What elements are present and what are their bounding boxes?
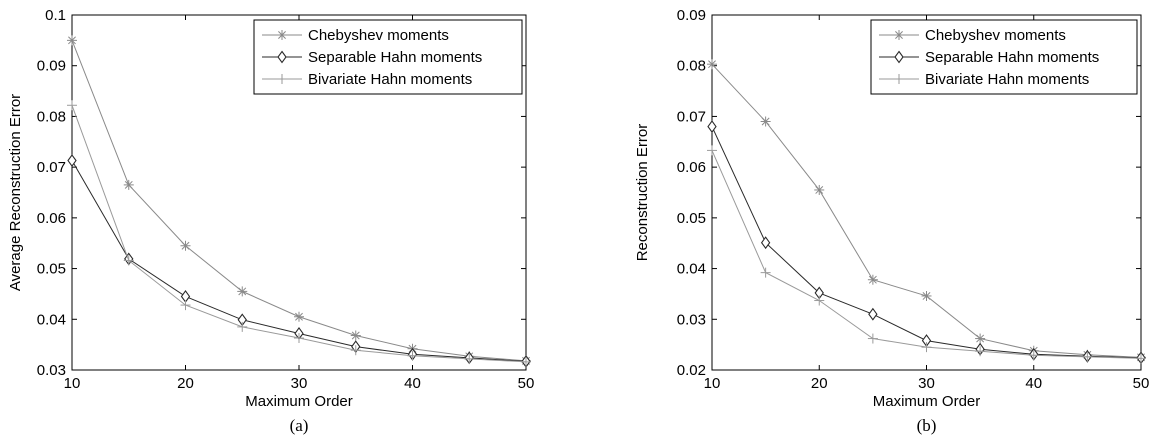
data-point — [1028, 350, 1039, 361]
x-axis-label: Maximum Order — [873, 393, 981, 410]
data-point — [294, 333, 304, 344]
data-point — [180, 300, 191, 311]
y-tick-label: 0.07 — [677, 108, 706, 125]
series-line — [711, 150, 1142, 359]
data-point — [67, 154, 77, 167]
series-line — [711, 126, 1142, 359]
data-point — [67, 100, 77, 111]
data-point — [975, 333, 986, 344]
y-tick-label: 0.08 — [37, 108, 66, 125]
x-tick-label: 50 — [518, 375, 535, 392]
x-tick-label: 10 — [64, 375, 81, 392]
series-asterisk — [67, 35, 531, 366]
legend-marker — [277, 74, 287, 84]
data-point — [760, 267, 771, 278]
data-point — [868, 307, 878, 321]
legend-marker — [277, 50, 287, 64]
data-point — [294, 311, 304, 322]
data-point — [180, 240, 191, 251]
data-point — [123, 179, 134, 190]
data-point — [975, 346, 986, 357]
legend: Chebyshev moments Separable Hahn moments B… — [870, 19, 1138, 95]
legend-marker — [894, 50, 904, 64]
legend-label: Chebyshev moments — [308, 27, 449, 44]
series-plus — [707, 145, 1146, 364]
legend-label: Separable Hahn moments — [925, 49, 1099, 66]
legend-marker — [894, 74, 904, 84]
legend-marker — [277, 30, 287, 40]
data-point — [707, 145, 717, 156]
legend-label: Bivariate Hahn moments — [308, 71, 472, 88]
x-tick-label: 40 — [1025, 375, 1042, 392]
data-point — [760, 116, 771, 127]
data-point — [814, 295, 825, 306]
panel-caption: (a) — [290, 416, 309, 435]
x-tick-label: 20 — [811, 375, 828, 392]
data-point — [1136, 353, 1146, 364]
data-point — [464, 353, 475, 364]
legend-label: Chebyshev moments — [925, 27, 1066, 44]
y-tick-label: 0.07 — [37, 159, 66, 176]
y-tick-label: 0.03 — [37, 362, 66, 379]
panel-caption: (b) — [917, 416, 937, 435]
x-tick-label: 30 — [291, 375, 308, 392]
data-point — [814, 184, 825, 195]
series-line — [711, 63, 1142, 358]
x-tick-label: 10 — [704, 375, 721, 392]
data-point — [760, 236, 771, 250]
data-point — [237, 286, 248, 297]
y-tick-label: 0.1 — [45, 7, 66, 24]
y-tick-label: 0.08 — [677, 58, 706, 75]
data-point — [1082, 351, 1093, 362]
y-tick-label: 0.04 — [37, 311, 66, 328]
y-axis-label: Reconstruction Error — [634, 124, 651, 262]
data-point — [521, 356, 531, 367]
data-point — [921, 290, 932, 301]
y-tick-label: 0.03 — [677, 311, 706, 328]
series-asterisk — [707, 59, 1146, 363]
legend: Chebyshev moments Separable Hahn moments B… — [253, 19, 523, 95]
series-line — [71, 105, 527, 363]
data-point — [67, 35, 77, 46]
data-point — [237, 321, 248, 332]
legend-marker — [894, 30, 904, 40]
y-tick-label: 0.09 — [677, 7, 706, 24]
y-tick-label: 0.02 — [677, 362, 706, 379]
x-tick-label: 40 — [404, 375, 421, 392]
y-tick-label: 0.05 — [677, 210, 706, 227]
legend-label: Bivariate Hahn moments — [925, 71, 1089, 88]
data-point — [707, 59, 717, 70]
x-tick-label: 30 — [918, 375, 935, 392]
chart-panel-a: 10 20 30 40 50 0.03 0.04 0.05 0.06 0.07 0.08 0.09 0.… — [7, 7, 534, 435]
x-axis-label: Maximum Order — [245, 393, 353, 410]
chart-panel-b: 10 20 30 40 50 0.02 0.03 0.04 0.05 0.06 0.07 0.08 0.… — [634, 7, 1149, 435]
data-point — [867, 274, 878, 285]
data-point — [407, 350, 418, 361]
series-diamond — [707, 120, 1146, 365]
x-tick-label: 20 — [177, 375, 194, 392]
y-tick-label: 0.06 — [677, 159, 706, 176]
data-point — [350, 345, 361, 356]
y-tick-label: 0.05 — [37, 261, 66, 278]
y-tick-label: 0.09 — [37, 58, 66, 75]
series-plus — [67, 100, 531, 367]
data-point — [707, 120, 717, 134]
legend-label: Separable Hahn moments — [308, 49, 482, 66]
y-axis-label: Average Reconstruction Error — [7, 94, 24, 291]
y-tick-label: 0.06 — [37, 210, 66, 227]
data-point — [123, 255, 134, 266]
data-point — [867, 333, 878, 344]
data-point — [350, 330, 361, 341]
data-point — [921, 342, 932, 353]
x-tick-label: 50 — [1133, 375, 1150, 392]
y-tick-label: 0.04 — [677, 261, 706, 278]
